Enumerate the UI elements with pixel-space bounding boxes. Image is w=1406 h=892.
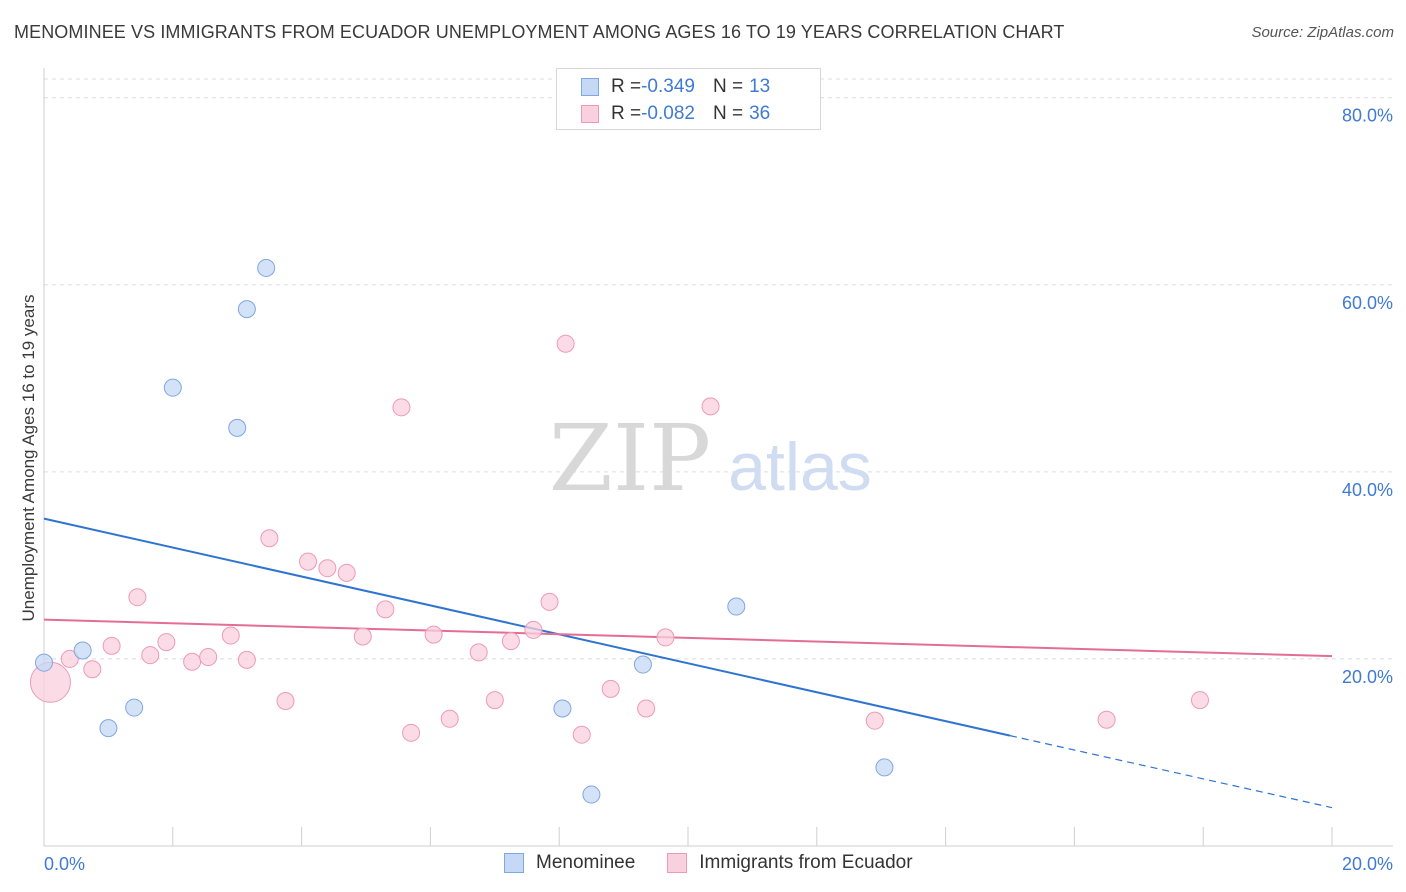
scatter-point-menominee xyxy=(99,719,118,738)
scatter-point-ecuador xyxy=(1097,710,1116,729)
legend-r-label: R = xyxy=(611,103,642,124)
scatter-point-ecuador xyxy=(318,559,337,578)
scatter-point-ecuador xyxy=(237,650,256,669)
chart-title: MENOMINEE VS IMMIGRANTS FROM ECUADOR UNE… xyxy=(14,22,1065,42)
legend-item-ecuador[interactable]: Immigrants from Ecuador xyxy=(667,852,913,874)
watermark-atlas: atlas xyxy=(728,429,872,505)
scatter-point-ecuador xyxy=(141,646,160,665)
legend-swatch-pink xyxy=(667,853,688,873)
y-axis-label: Unemployment Among Ages 16 to 19 years xyxy=(19,295,38,622)
scatter-point-menominee xyxy=(553,699,572,718)
scatter-point-menominee xyxy=(727,597,746,616)
trend-line-ecuador xyxy=(43,618,1333,658)
legend-n-label: N = xyxy=(712,76,744,97)
legend-row-ecuador: R = -0.082 N = 36 xyxy=(581,102,770,126)
legend-swatch-blue xyxy=(581,78,599,96)
scatter-point-ecuador xyxy=(469,643,488,662)
axis-layer: 20.0% 40.0% 60.0% 80.0% xyxy=(43,68,1393,847)
scatter-point-ecuador xyxy=(601,679,620,698)
scatter-point-ecuador xyxy=(276,692,295,711)
scatter-point-ecuador xyxy=(157,633,176,652)
scatter-point-ecuador xyxy=(524,620,543,639)
scatter-point-ecuador xyxy=(556,334,575,353)
scatter-point-menominee xyxy=(35,653,53,672)
scatter-point-ecuador xyxy=(540,592,559,611)
scatter-point-ecuador xyxy=(299,552,318,571)
scatter-point-ecuador xyxy=(656,628,675,647)
scatter-point-menominee xyxy=(633,655,652,674)
scatter-point-menominee xyxy=(228,418,247,437)
y-tick-label: 40.0% xyxy=(1342,480,1393,500)
legend-label-ecuador: Immigrants from Ecuador xyxy=(699,852,913,873)
scatter-point-ecuador xyxy=(102,636,121,655)
scatter-point-menominee xyxy=(875,758,894,777)
scatter-point-ecuador xyxy=(501,632,520,651)
scatter-point-ecuador xyxy=(572,725,591,744)
legend-swatch-pink xyxy=(581,105,599,123)
scatter-point-ecuador xyxy=(199,648,218,667)
correlation-legend: R = -0.349 N = 13 R = -0.082 N = 36 xyxy=(556,68,821,130)
legend-item-menominee[interactable]: Menominee xyxy=(504,852,635,874)
scatter-point-ecuador xyxy=(376,600,395,619)
y-tick-label: 80.0% xyxy=(1342,106,1393,126)
scatter-point-ecuador xyxy=(60,649,79,668)
y-tick-label: 60.0% xyxy=(1342,293,1393,313)
series-legend: Menominee Immigrants from Ecuador xyxy=(504,852,945,874)
points-layer xyxy=(29,258,1209,804)
scatter-point-menominee xyxy=(257,258,276,277)
legend-r-value: -0.349 xyxy=(641,76,695,97)
scatter-point-ecuador xyxy=(637,699,656,718)
legend-r-label: R = xyxy=(611,76,642,97)
scatter-point-ecuador xyxy=(402,723,421,742)
scatter-point-ecuador xyxy=(392,398,411,417)
scatter-point-menominee xyxy=(237,300,256,319)
scatter-point-ecuador xyxy=(424,625,443,644)
scatter-point-ecuador xyxy=(183,652,202,671)
x-tick-label-min: 0.0% xyxy=(44,854,85,874)
trend-line-menominee-extension xyxy=(1009,735,1333,809)
legend-r-value: -0.082 xyxy=(641,103,695,124)
scatter-point-ecuador xyxy=(485,691,504,710)
legend-n-value: 36 xyxy=(749,103,771,124)
scatter-point-menominee xyxy=(163,378,182,397)
legend-n-value: 13 xyxy=(749,76,771,97)
source-label: Source: ZipAtlas.com xyxy=(1251,24,1394,41)
legend-n-label: N = xyxy=(712,103,744,124)
scatter-point-ecuador xyxy=(83,660,102,679)
scatter-point-ecuador xyxy=(865,711,884,730)
grid-layer xyxy=(44,78,1393,660)
scatter-point-menominee xyxy=(125,698,144,717)
legend-row-menominee: R = -0.349 N = 13 xyxy=(581,75,770,99)
scatter-point-ecuador xyxy=(1190,691,1209,710)
scatter-point-ecuador xyxy=(221,626,240,645)
watermark: ZIP atlas xyxy=(549,405,872,512)
scatter-point-ecuador xyxy=(701,397,720,416)
legend-swatch-blue xyxy=(504,853,524,873)
scatter-point-ecuador xyxy=(353,627,372,646)
scatter-point-ecuador xyxy=(260,529,279,548)
scatter-point-menominee xyxy=(582,785,601,804)
trend-layer xyxy=(43,517,1333,809)
legend-label-menominee: Menominee xyxy=(536,852,636,873)
scatter-point-menominee xyxy=(73,641,92,660)
watermark-zip: ZIP xyxy=(549,405,711,512)
y-tick-label: 20.0% xyxy=(1342,667,1393,687)
scatter-point-ecuador xyxy=(440,709,459,728)
scatter-point-ecuador xyxy=(337,563,356,582)
scatter-point-ecuador xyxy=(128,588,147,607)
x-tick-label-max: 20.0% xyxy=(1342,854,1393,874)
